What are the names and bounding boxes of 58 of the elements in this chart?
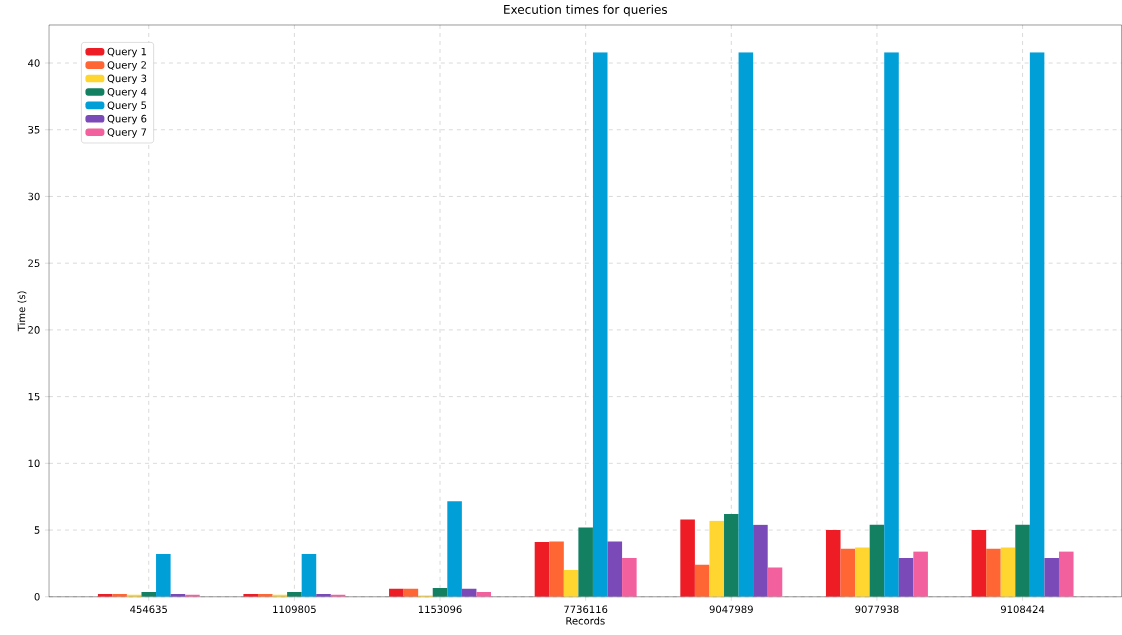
x-tick-label: 7736116 xyxy=(564,605,608,614)
y-tick-label: 30 xyxy=(28,192,40,201)
bar xyxy=(898,558,914,597)
x-tick-label: 9077938 xyxy=(855,605,899,614)
bar xyxy=(680,519,695,597)
bar xyxy=(840,548,856,597)
bar xyxy=(622,558,637,597)
bar xyxy=(1000,547,1016,597)
y-tick-label: 15 xyxy=(28,393,40,401)
bar xyxy=(447,501,462,597)
bar xyxy=(607,541,623,597)
bar xyxy=(563,570,579,597)
x-tick-label: 9108424 xyxy=(1000,605,1045,614)
bar xyxy=(986,548,1001,597)
bar xyxy=(549,541,564,597)
legend-label: Query 5 xyxy=(107,101,147,111)
x-tick-label: 1153096 xyxy=(418,605,462,614)
bar xyxy=(884,52,899,597)
bar xyxy=(156,554,171,597)
legend-label: Query 2 xyxy=(107,61,146,71)
bar xyxy=(1044,558,1059,597)
y-tick-label: 5 xyxy=(34,526,40,534)
bar xyxy=(767,567,783,597)
bar xyxy=(1015,524,1030,597)
bar xyxy=(592,52,608,597)
y-tick-label: 40 xyxy=(28,59,40,67)
bar xyxy=(825,530,841,597)
x-axis-title: Records xyxy=(566,616,605,625)
y-axis-title: Time (s) xyxy=(17,291,27,332)
x-tick-label: 454635 xyxy=(130,605,167,614)
bar xyxy=(913,551,928,597)
x-tick-label: 9047989 xyxy=(709,605,753,614)
legend-label: Query 7 xyxy=(107,128,147,138)
legend-label: Query 3 xyxy=(107,74,147,85)
bar xyxy=(1058,551,1074,597)
bar xyxy=(389,588,404,597)
bar xyxy=(753,524,768,597)
y-tick-label: 0 xyxy=(34,593,40,601)
y-tick-label: 35 xyxy=(28,126,40,134)
y-tick-label: 25 xyxy=(28,259,40,268)
bar xyxy=(971,530,987,597)
bar xyxy=(1029,52,1045,597)
y-tick-label: 20 xyxy=(28,326,40,334)
bar xyxy=(534,542,550,597)
legend-label: Query 1 xyxy=(107,47,147,58)
bar xyxy=(724,514,739,597)
legend-label: Query 4 xyxy=(107,88,147,98)
y-tick-label: 10 xyxy=(28,459,40,468)
chart-title: Execution times for queries xyxy=(504,4,668,17)
bar xyxy=(301,554,317,597)
legend-label: Query 6 xyxy=(107,114,147,125)
bar xyxy=(578,527,593,597)
x-tick-label: 1109805 xyxy=(273,605,316,614)
bar xyxy=(855,547,870,597)
bar xyxy=(869,524,885,597)
bar xyxy=(709,520,725,597)
bar xyxy=(694,564,710,597)
bar xyxy=(738,52,754,597)
